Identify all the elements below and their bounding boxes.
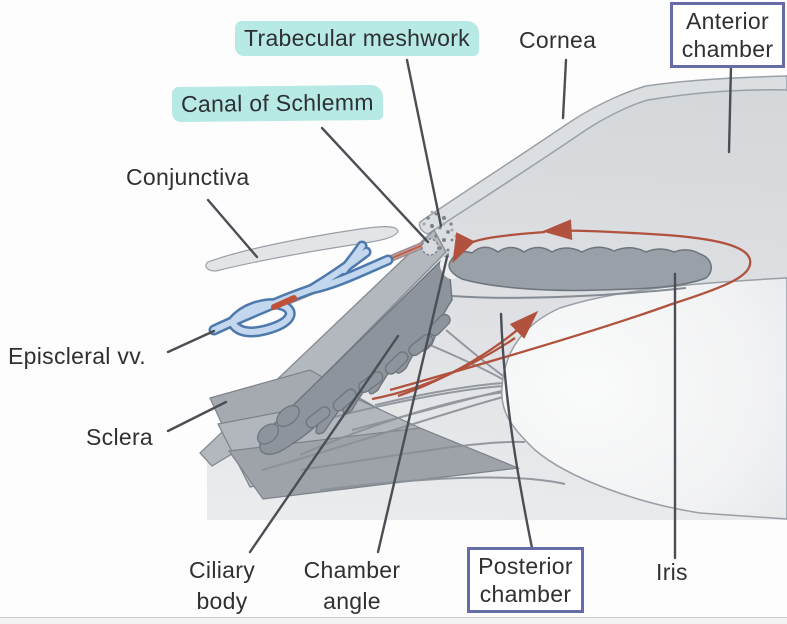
chamber-angle-label: Chamber angle [303,557,401,614]
conjunctiva-shape [205,226,399,272]
pointer-conjunctiva [206,198,259,259]
ciliary-body-label: Ciliary body [189,557,255,614]
trabecular-meshwork-texture [421,210,458,256]
pointer-episcleral-vv [166,329,216,354]
pointer-canal-of-schlemm [320,126,430,244]
conjunctiva-label: Conjunctiva [126,164,250,190]
zonule-fibers [261,329,566,491]
canal-of-schlemm-label: Canal of Schlemm [171,84,383,123]
trabecular-meshwork-label: Trabecular meshwork [235,21,479,56]
pointer-posterior-chamber [499,312,534,550]
pointer-lines [166,58,733,560]
canal-of-schlemm-ring [421,238,439,256]
episcleral-veins [208,240,394,338]
pointer-sclera [166,400,228,433]
anterior-chamber-label: Anterior chamber [670,2,785,68]
cornea-shape [418,75,787,235]
pointer-chamber-angle [376,255,449,554]
pointer-anterior-chamber [727,64,733,154]
cornea-label: Cornea [519,27,597,53]
sclera-label: Sclera [86,424,153,450]
pointer-trabecular-meshwork [405,58,443,228]
iris-shape [448,246,712,292]
pointer-ciliary-body [248,334,400,554]
slide-bottom-edge [0,617,787,624]
ciliary-processes [256,313,451,445]
posterior-chamber-label: Posterior chamber [467,547,584,613]
iris-label: Iris [656,559,688,585]
iris-posterior-line [451,287,687,299]
episcleral-vv-label: Episcleral vv. [8,343,146,369]
pointer-cornea [561,58,568,120]
